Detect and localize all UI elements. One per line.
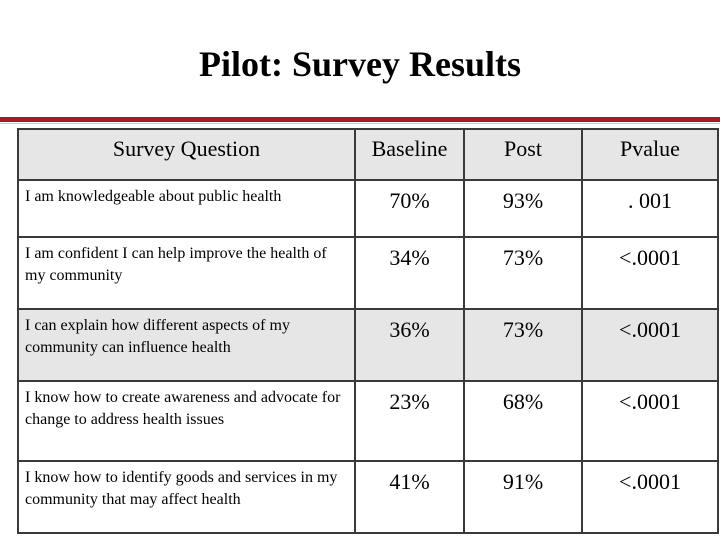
table-row: I know how to create awareness and advoc… xyxy=(17,380,719,462)
baseline-cell: 70% xyxy=(354,179,465,238)
pvalue-cell: <.0001 xyxy=(581,308,719,382)
baseline-cell: 41% xyxy=(354,460,465,534)
baseline-cell: 34% xyxy=(354,236,465,310)
post-cell: 93% xyxy=(463,179,583,238)
question-cell: I can explain how different aspects of m… xyxy=(17,308,356,382)
baseline-cell: 36% xyxy=(354,308,465,382)
table-header-row: Survey Question Baseline Post Pvalue xyxy=(17,128,719,181)
table-row: I am knowledgeable about public health 7… xyxy=(17,179,719,238)
header-survey-question: Survey Question xyxy=(17,128,356,181)
pvalue-cell: <.0001 xyxy=(581,236,719,310)
pvalue-cell: . 001 xyxy=(581,179,719,238)
question-cell: I know how to create awareness and advoc… xyxy=(17,380,356,462)
baseline-cell: 23% xyxy=(354,380,465,462)
survey-results-table: Survey Question Baseline Post Pvalue I a… xyxy=(17,128,719,534)
page-title: Pilot: Survey Results xyxy=(199,44,521,84)
post-cell: 68% xyxy=(463,380,583,462)
post-cell: 73% xyxy=(463,236,583,310)
header-post: Post xyxy=(463,128,583,181)
pvalue-cell: <.0001 xyxy=(581,380,719,462)
table-row: I know how to identify goods and service… xyxy=(17,460,719,534)
question-cell: I am confident I can help improve the he… xyxy=(17,236,356,310)
pvalue-cell: <.0001 xyxy=(581,460,719,534)
question-cell: I am knowledgeable about public health xyxy=(17,179,356,238)
header-pvalue: Pvalue xyxy=(581,128,719,181)
table-row: I can explain how different aspects of m… xyxy=(17,308,719,382)
title-divider-shadow xyxy=(0,123,720,124)
question-cell: I know how to identify goods and service… xyxy=(17,460,356,534)
post-cell: 73% xyxy=(463,308,583,382)
header-baseline: Baseline xyxy=(354,128,465,181)
title-divider xyxy=(0,117,720,122)
post-cell: 91% xyxy=(463,460,583,534)
table-row: I am confident I can help improve the he… xyxy=(17,236,719,310)
